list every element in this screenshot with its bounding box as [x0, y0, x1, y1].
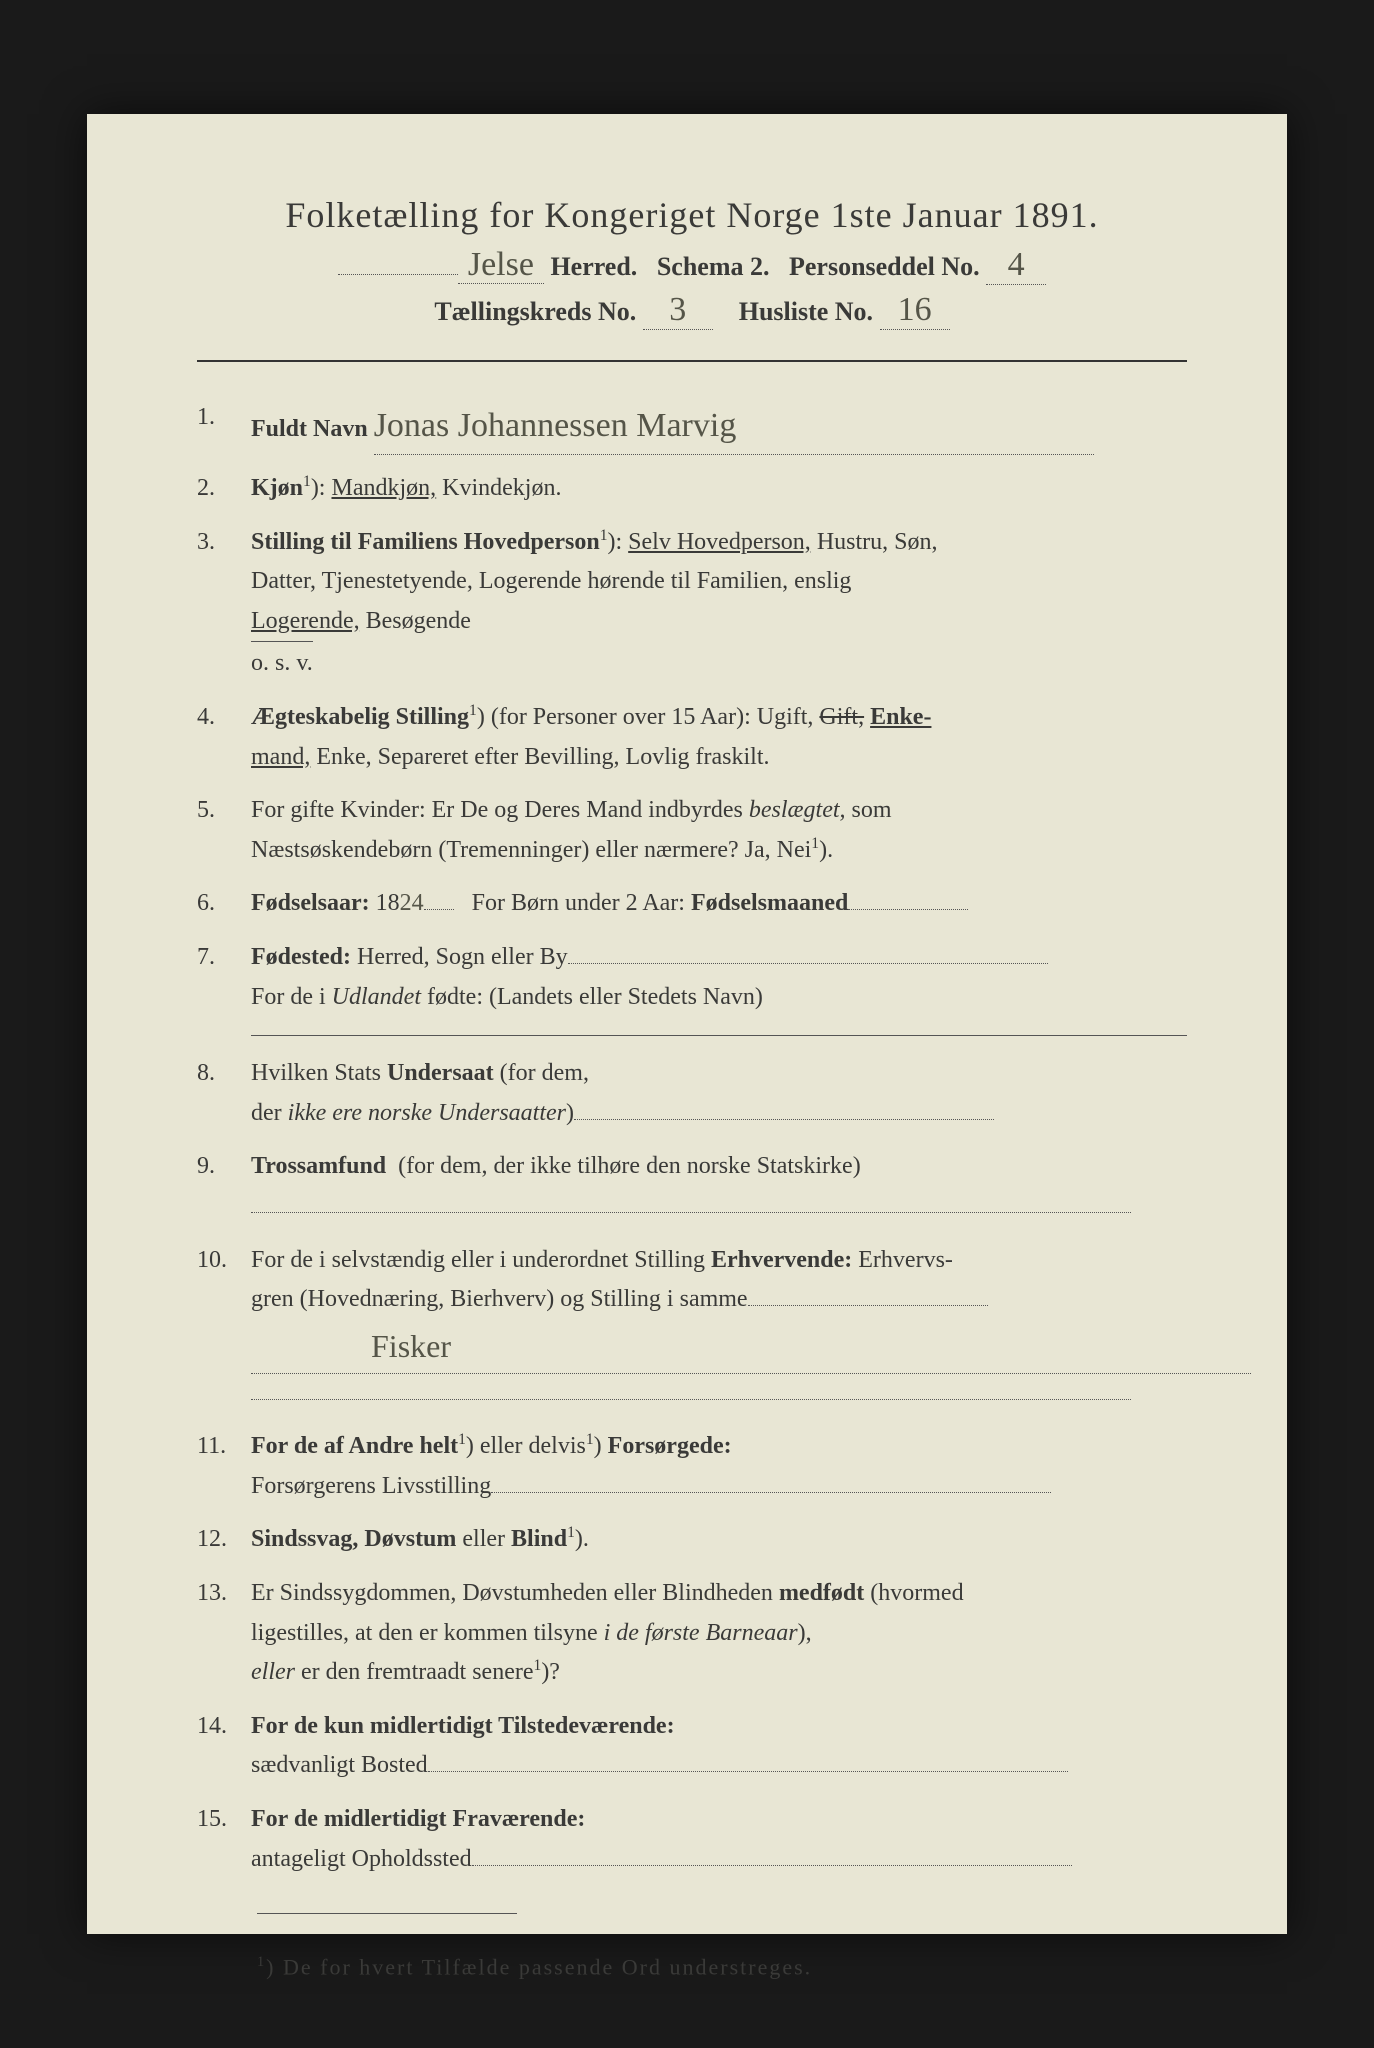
- field-14: 14. For de kun midlertidigt Tilstedevære…: [197, 1707, 1187, 1786]
- footnote-rule: [257, 1913, 517, 1914]
- field-10: 10. For de i selvstændig eller i underor…: [197, 1241, 1187, 1414]
- header-line-1: Jelse Herred. Schema 2. Personseddel No.…: [197, 246, 1187, 285]
- personseddel-no: 4: [986, 246, 1046, 285]
- section-rule-1: [251, 1035, 1187, 1036]
- husliste-no: 16: [880, 291, 950, 330]
- occupation-hand: Fisker: [251, 1320, 1251, 1374]
- field-2: 2. Kjøn1): Mandkjøn, Kvindekjøn.: [197, 469, 1187, 509]
- herred-label: Herred.: [550, 252, 637, 281]
- name-handwritten: Jonas Johannessen Marvig: [374, 398, 1094, 455]
- marital-selected: Enke-: [870, 704, 931, 730]
- field-13: 13. Er Sindssygdommen, Døvstumheden elle…: [197, 1574, 1187, 1693]
- relation-selected: Selv Hovedperson,: [628, 529, 811, 555]
- field-9: 9. Trossamfund (for dem, der ikke tilhør…: [197, 1147, 1187, 1226]
- taellingskreds-no: 3: [643, 291, 713, 330]
- field-7: 7. Fødested: Herred, Sogn eller By For d…: [197, 938, 1187, 1017]
- schema-label: Schema 2.: [657, 252, 770, 281]
- form-field-list: 1. Fuldt Navn Jonas Johannessen Marvig 2…: [197, 398, 1187, 1017]
- field-1: 1. Fuldt Navn Jonas Johannessen Marvig: [197, 398, 1187, 455]
- husliste-label: Husliste No.: [739, 297, 873, 326]
- field-6: 6. Fødselsaar: 1824 For Børn under 2 Aar…: [197, 884, 1187, 924]
- header-rule: [197, 360, 1187, 362]
- herred-handwritten: Jelse: [458, 246, 544, 284]
- field-4: 4. Ægteskabelig Stilling1) (for Personer…: [197, 698, 1187, 777]
- field-5: 5. For gifte Kvinder: Er De og Deres Man…: [197, 791, 1187, 870]
- birth-year-hand: 24: [400, 890, 424, 916]
- header-line-2: Tællingskreds No. 3 Husliste No. 16: [197, 291, 1187, 330]
- taellingskreds-label: Tællingskreds No.: [434, 297, 636, 326]
- field-3: 3. Stilling til Familiens Hovedperson1):…: [197, 523, 1187, 684]
- page-title: Folketælling for Kongeriget Norge 1ste J…: [197, 194, 1187, 236]
- sex-selected: Mandkjøn,: [331, 475, 436, 501]
- census-form-page: Folketælling for Kongeriget Norge 1ste J…: [87, 114, 1287, 1934]
- field-12: 12. Sindssvag, Døvstum eller Blind1).: [197, 1520, 1187, 1560]
- field-8: 8. Hvilken Stats Undersaat (for dem, der…: [197, 1054, 1187, 1133]
- form-field-list-2: 8. Hvilken Stats Undersaat (for dem, der…: [197, 1054, 1187, 1879]
- field-11: 11. For de af Andre helt1) eller delvis1…: [197, 1427, 1187, 1506]
- personseddel-label: Personseddel No.: [789, 252, 980, 281]
- footnote: 1) De for hvert Tilfælde passende Ord un…: [197, 1954, 1187, 1980]
- field-15: 15. For de midlertidigt Fraværende: anta…: [197, 1800, 1187, 1879]
